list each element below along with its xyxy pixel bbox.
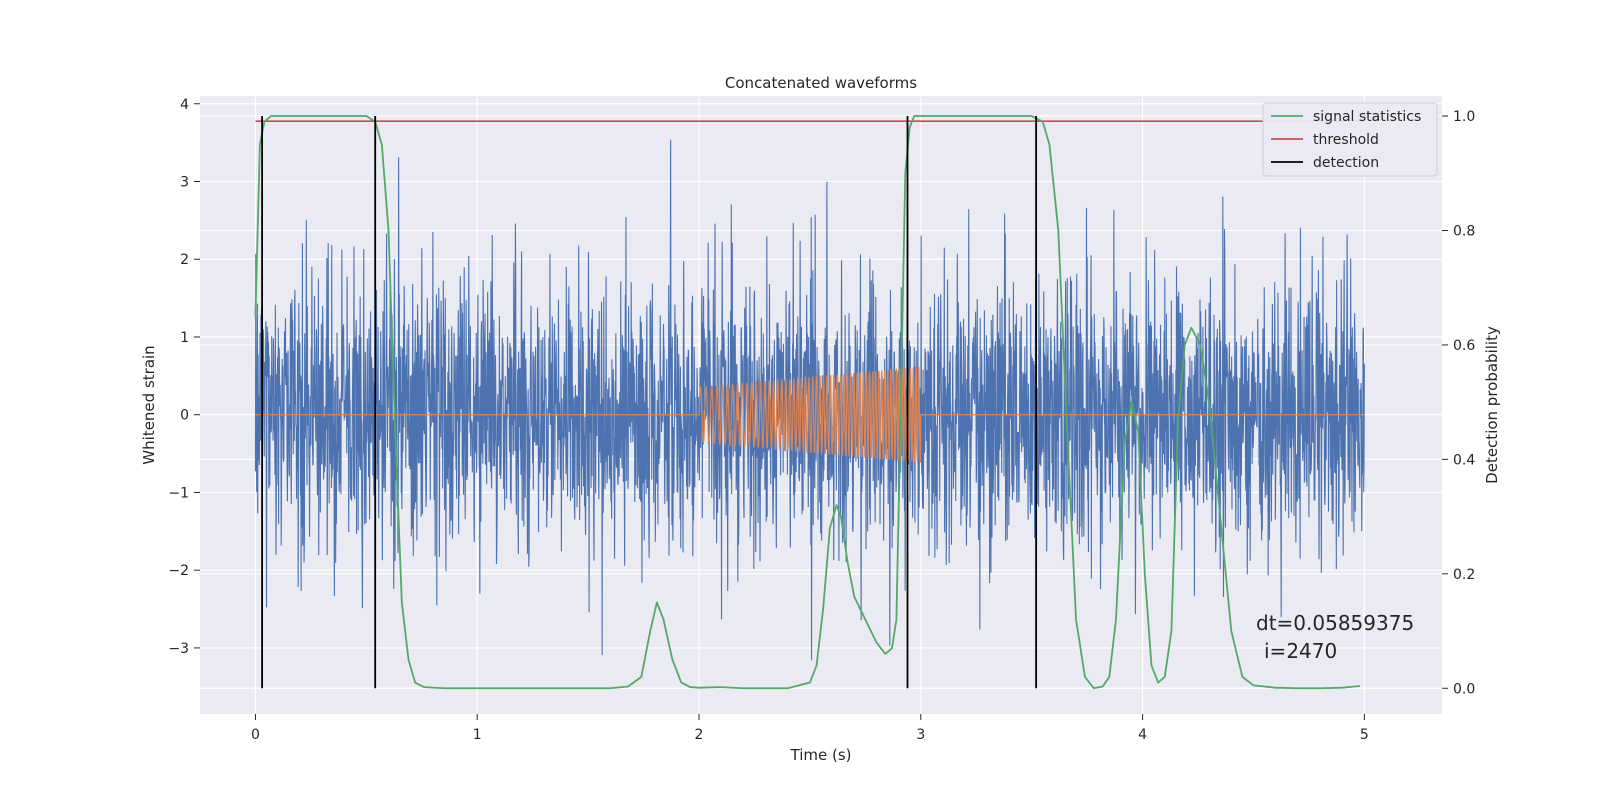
y2-tick-label: 0.2 (1453, 567, 1475, 583)
x-tick-label: 2 (695, 727, 704, 743)
y-tick-label: −2 (168, 563, 189, 579)
legend-label-signal-statistics: signal statistics (1313, 109, 1421, 125)
y2-tick-label: 0.6 (1453, 338, 1475, 354)
legend-label-detection: detection (1313, 155, 1379, 171)
series-strain-noise (254, 139, 1365, 661)
y-tick-label: 0 (180, 408, 189, 424)
y2-tick-label: 0.0 (1453, 681, 1475, 697)
x-axis-label: Time (s) (790, 746, 852, 764)
chart-title: Concatenated waveforms (725, 74, 917, 92)
x-tick-label: 1 (473, 727, 482, 743)
ticks: 0 1 2 3 4 5 −3 −2 −1 0 1 2 3 4 0.0 0.2 0.4 0.6 0.8 1.0 (168, 97, 1475, 743)
y2-axis-label: Detection probability (1483, 326, 1501, 484)
y-tick-label: 1 (180, 330, 189, 346)
y2-tick-label: 1.0 (1453, 109, 1475, 125)
series-signal-statistics (254, 115, 1361, 690)
annotation-dt: dt=0.05859375 (1256, 611, 1414, 635)
y-tick-label: 4 (180, 97, 189, 113)
legend-label-threshold: threshold (1313, 132, 1379, 148)
legend: signal statistics threshold detection (1262, 102, 1438, 177)
legend-box (1262, 102, 1438, 177)
y-tick-label: 3 (180, 175, 189, 191)
x-tick-label: 3 (916, 727, 925, 743)
y-tick-label: 2 (180, 252, 189, 268)
y-tick-label: −1 (168, 485, 189, 501)
y2-tick-label: 0.8 (1453, 223, 1475, 239)
x-tick-label: 0 (251, 727, 260, 743)
y-tick-label: −3 (168, 641, 189, 657)
series-layer (254, 115, 1365, 690)
y2-tick-label: 0.4 (1453, 452, 1475, 468)
annotation-i: i=2470 (1264, 639, 1337, 663)
series-chirp-template (255, 366, 1365, 463)
x-tick-label: 5 (1360, 727, 1369, 743)
x-tick-label: 4 (1138, 727, 1147, 743)
y-axis-label: Whitened strain (140, 345, 158, 464)
